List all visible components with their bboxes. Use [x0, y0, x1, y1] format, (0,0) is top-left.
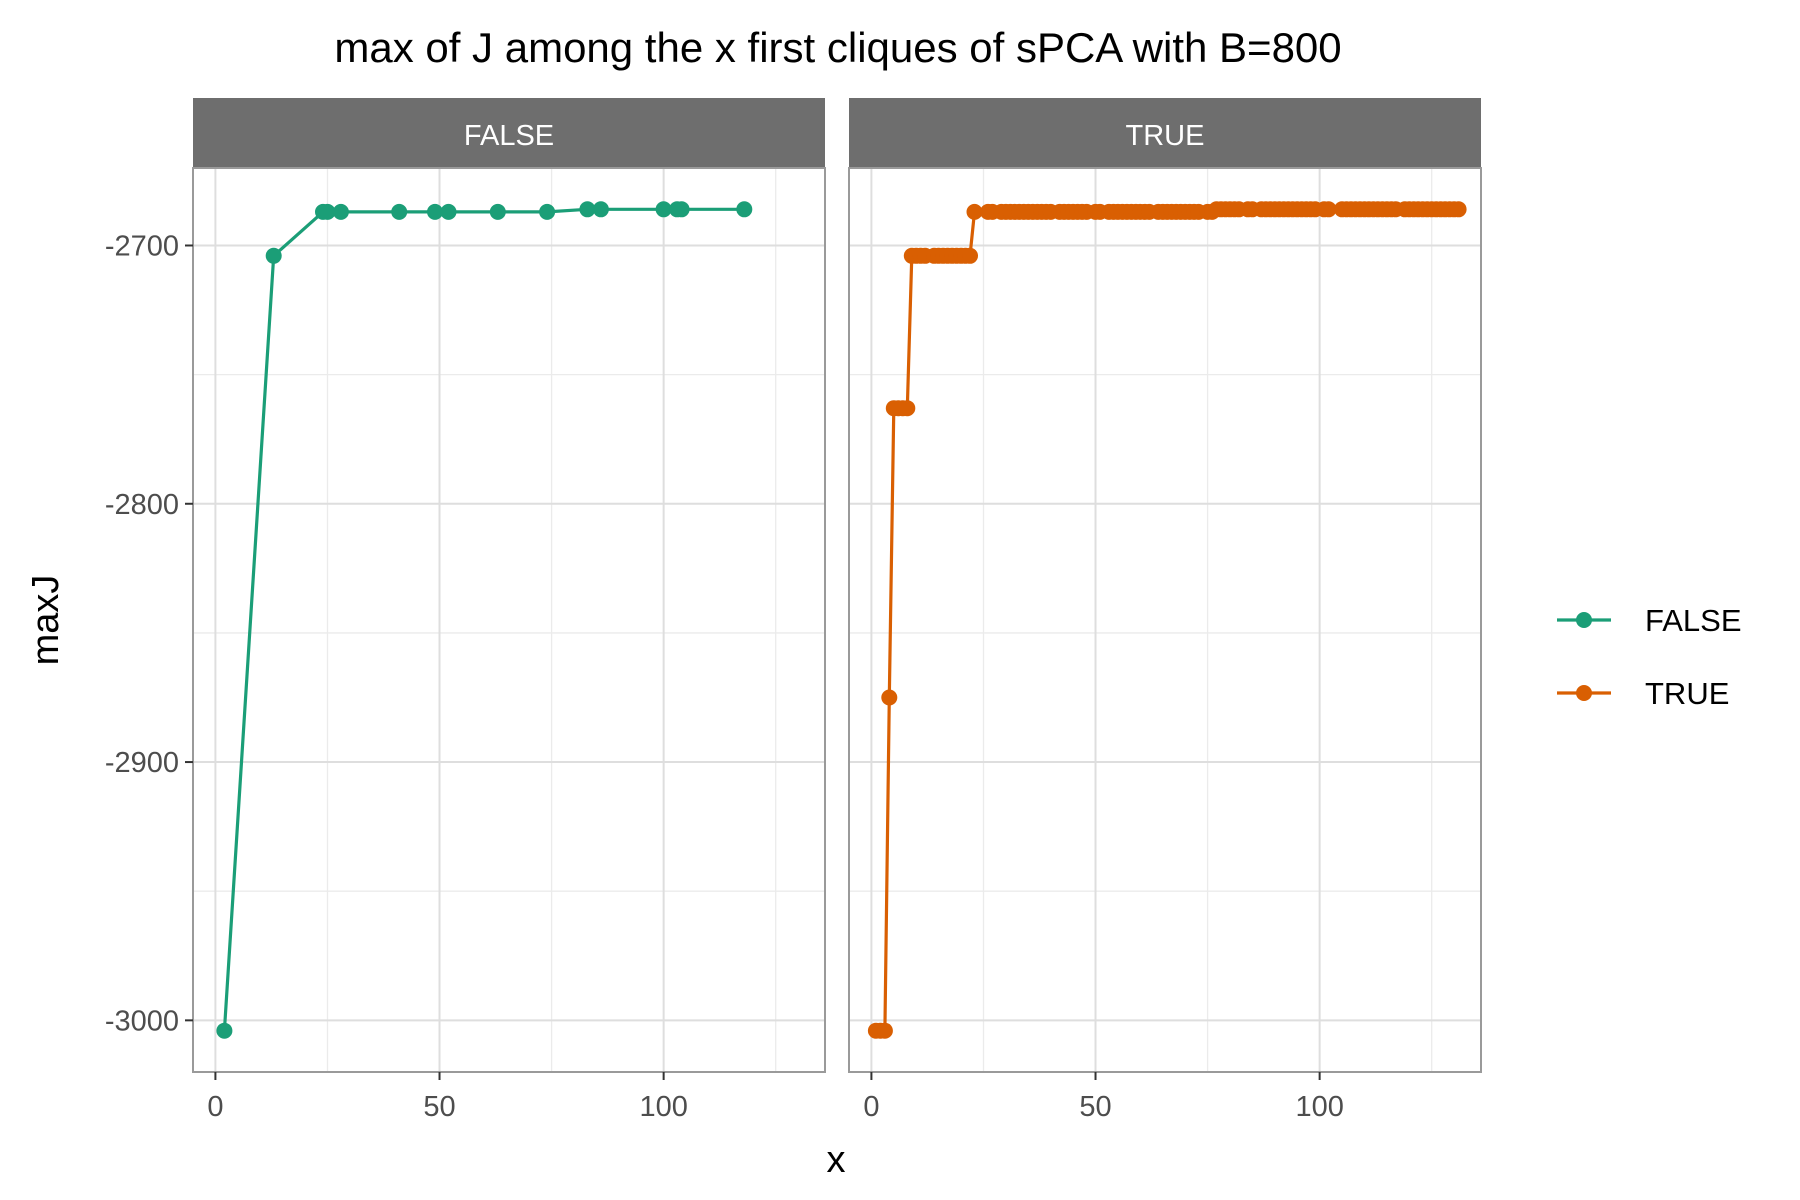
panel-border-false	[192, 167, 826, 1073]
data-point	[966, 203, 983, 220]
data-point	[881, 689, 898, 706]
legend-label: FALSE	[1645, 603, 1742, 638]
panel-false: FALSE	[192, 98, 826, 1073]
data-point	[440, 203, 457, 220]
data-point	[427, 203, 443, 220]
x-tick-label: 0	[863, 1091, 879, 1123]
data-point	[655, 201, 672, 218]
series-line-true	[875, 207, 1459, 1033]
series-line-false	[222, 207, 745, 1031]
y-tick-label: -3000	[105, 1005, 179, 1037]
x-axis-true: 0 50 100	[863, 1072, 1344, 1123]
strip-label-true: TRUE	[1126, 120, 1205, 152]
x-tick-label: 50	[423, 1091, 455, 1123]
data-point	[391, 203, 408, 220]
x-tick-label: 50	[1079, 1091, 1111, 1123]
panel-true: TRUE	[848, 98, 1482, 1073]
data-point	[1320, 201, 1337, 218]
x-tick-label: 100	[1295, 1091, 1343, 1123]
data-point	[265, 247, 282, 264]
data-point	[216, 1022, 233, 1039]
data-point	[539, 203, 556, 220]
x-tick-label: 0	[207, 1091, 223, 1123]
y-axis-label: maxJ	[25, 575, 67, 666]
strip-false	[193, 98, 825, 168]
series-true	[867, 201, 1467, 1039]
chart-title: max of J among the x first cliques of sP…	[334, 24, 1341, 71]
y-tick-label: -2800	[105, 489, 179, 521]
legend-label: TRUE	[1645, 676, 1729, 711]
data-point	[1450, 201, 1467, 218]
data-point	[319, 203, 336, 220]
data-point	[962, 247, 978, 264]
data-point	[876, 1022, 893, 1039]
x-axis-label: x	[827, 1139, 846, 1181]
x-tick-label: 100	[639, 1091, 687, 1123]
y-tick-label: -2900	[105, 747, 179, 779]
series-false	[216, 201, 753, 1039]
data-point	[489, 203, 506, 220]
legend-key-point	[1576, 612, 1592, 628]
legend: FALSE TRUE	[1557, 603, 1742, 711]
y-axis: -3000 -2900 -2800 -2700	[105, 230, 193, 1037]
data-point	[736, 201, 753, 218]
grid-false	[193, 168, 825, 1072]
strip-true	[849, 98, 1481, 168]
data-point	[592, 201, 609, 218]
y-tick-label: -2700	[105, 230, 179, 262]
grid-true	[849, 168, 1481, 1072]
data-point	[332, 203, 349, 220]
legend-key-point	[1576, 685, 1592, 701]
data-point	[579, 201, 596, 218]
strip-label-false: FALSE	[464, 120, 554, 152]
panel-border-true	[848, 167, 1482, 1073]
x-axis-false: 0 50 100	[207, 1072, 688, 1123]
data-point	[673, 201, 690, 218]
data-point	[899, 400, 916, 417]
